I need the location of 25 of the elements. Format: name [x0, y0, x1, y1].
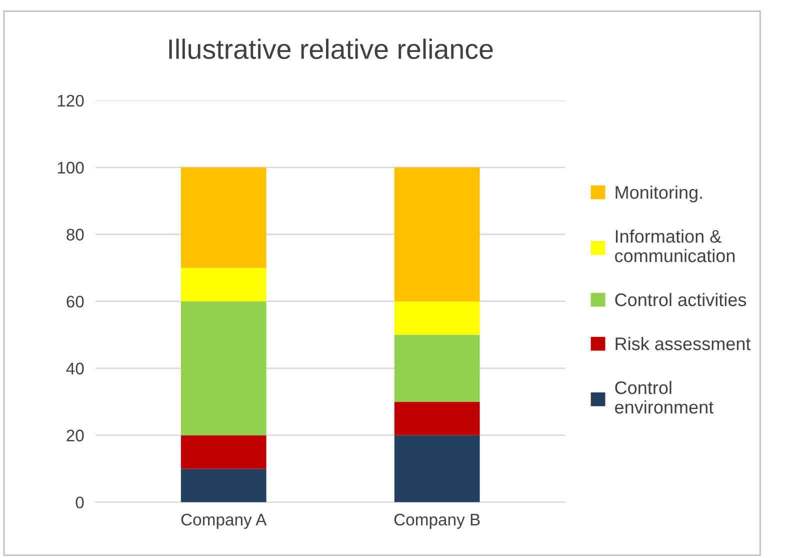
y-tick-label: 40 [66, 362, 84, 374]
bar [394, 167, 480, 302]
bar [394, 402, 480, 436]
legend-label: Control environment [615, 380, 714, 414]
bar [180, 167, 266, 268]
y-tick-label: 120 [58, 94, 84, 107]
bar [180, 435, 266, 469]
legend-label: Risk assessment [616, 336, 751, 350]
legend-label: Information & communication [615, 229, 735, 262]
bar [180, 468, 266, 502]
bar [394, 301, 480, 335]
legend-label: Control activities [615, 292, 746, 306]
x-tick-label: Company A [181, 514, 267, 529]
y-tick-label: 0 [76, 496, 84, 508]
bar [180, 268, 266, 302]
y-tick-label: 80 [66, 228, 84, 241]
y-tick-label: 100 [58, 162, 84, 174]
y-tick-label: 60 [66, 296, 84, 308]
chart-title: Illustrative relative reliance [169, 38, 493, 60]
bar [394, 435, 480, 502]
legend-label: Monitoring. [616, 186, 702, 202]
x-tick-label: Company B [394, 514, 480, 529]
bar [394, 334, 480, 402]
bar [180, 301, 266, 436]
y-tick-label: 20 [66, 430, 84, 442]
